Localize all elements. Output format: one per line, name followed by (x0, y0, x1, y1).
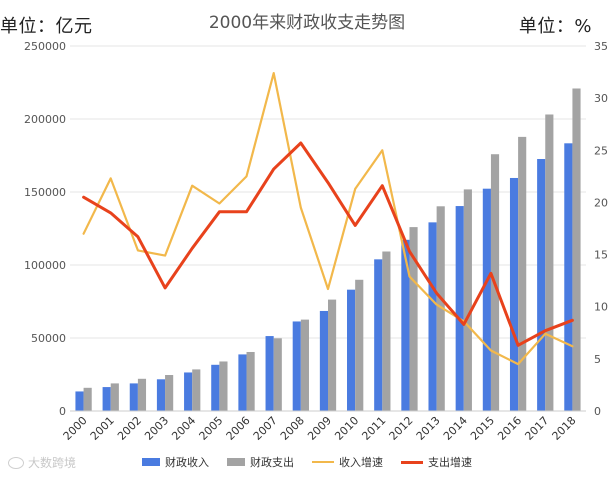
bar-expenditure (246, 351, 255, 411)
bar-expenditure (355, 279, 364, 411)
x-axis-tick-label: 2012 (387, 414, 416, 443)
chart-legend: 财政收入 财政支出 收入增速 支出增速 (0, 454, 614, 470)
bar-revenue (265, 336, 274, 411)
right-axis-tick-label: 25 (594, 144, 608, 157)
legend-swatch-expenditure-growth (401, 460, 423, 464)
bar-revenue (102, 387, 111, 411)
x-axis-tick-label: 2008 (278, 414, 307, 443)
legend-item-revenue: 财政收入 (142, 454, 209, 470)
bar-revenue (211, 364, 220, 411)
legend-label-expenditure: 财政支出 (250, 456, 294, 469)
x-axis-tick-label: 2003 (142, 414, 171, 443)
bar-expenditure (572, 88, 581, 411)
left-axis-tick-label: 0 (59, 405, 66, 418)
bar-revenue (184, 372, 193, 411)
bar-revenue (129, 383, 138, 411)
x-axis-tick-label: 2011 (359, 414, 388, 443)
bar-revenue (455, 206, 464, 411)
x-axis-tick-label: 2002 (115, 414, 144, 443)
left-axis-tick-label: 50000 (31, 332, 66, 345)
watermark-logo-icon (8, 456, 24, 469)
left-axis-tick-label: 250000 (24, 40, 66, 53)
bar-expenditure (463, 189, 472, 411)
bar-revenue (374, 259, 383, 411)
bar-expenditure (545, 114, 554, 411)
bar-expenditure (110, 383, 119, 411)
bar-revenue (347, 289, 356, 411)
bar-expenditure (518, 136, 527, 412)
legend-label-revenue: 财政收入 (165, 456, 209, 469)
bar-expenditure (328, 299, 337, 411)
legend-label-expenditure-growth: 支出增速 (428, 456, 472, 469)
bar-revenue (292, 321, 301, 411)
bar-expenditure (382, 251, 391, 411)
watermark-text: 大数跨境 (28, 456, 77, 470)
left-axis-unit: 单位：亿元 (0, 16, 93, 37)
x-axis-tick-label: 2018 (550, 414, 579, 443)
x-axis-tick-label: 2014 (441, 414, 470, 443)
x-axis-tick-label: 2015 (468, 414, 497, 443)
left-axis-tick-label: 100000 (24, 259, 66, 272)
bar-revenue (319, 310, 328, 411)
right-axis-unit: 单位：% (518, 16, 592, 37)
left-axis-tick-label: 200000 (24, 113, 66, 126)
bar-revenue (509, 177, 519, 411)
legend-swatch-revenue (142, 458, 160, 466)
x-axis-tick-label: 2016 (495, 414, 524, 443)
bar-revenue (537, 159, 546, 411)
legend-swatch-expenditure (227, 458, 245, 466)
x-axis-tick-label: 2004 (169, 414, 198, 443)
bar-expenditure (273, 338, 282, 411)
bar-expenditure (137, 378, 147, 411)
x-axis-tick-label: 2006 (224, 414, 253, 443)
right-axis-tick-label: 15 (594, 249, 608, 262)
legend-item-revenue-growth: 收入增速 (312, 454, 383, 470)
right-axis-tick-label: 35 (594, 40, 608, 53)
right-axis-tick-label: 30 (594, 92, 608, 105)
bar-expenditure (436, 206, 445, 411)
left-axis-tick-label: 150000 (24, 186, 66, 199)
bar-revenue (564, 143, 573, 411)
x-axis-tick-label: 2005 (196, 414, 225, 443)
x-axis-tick-label: 2017 (522, 414, 551, 443)
bar-revenue (156, 379, 166, 411)
x-axis-tick-label: 2013 (414, 414, 443, 443)
bar-expenditure (219, 361, 228, 411)
bar-expenditure (83, 387, 92, 411)
right-axis-tick-label: 5 (594, 353, 601, 366)
bar-expenditure (165, 375, 174, 411)
legend-swatch-revenue-growth (312, 461, 334, 463)
right-axis-tick-label: 20 (594, 196, 608, 209)
x-axis-tick-label: 2009 (305, 414, 334, 443)
bar-revenue (428, 222, 437, 411)
bar-revenue (401, 239, 410, 411)
right-axis-tick-label: 0 (594, 405, 601, 418)
right-axis-tick-label: 10 (594, 301, 608, 314)
bar-expenditure (409, 227, 418, 411)
bar-expenditure (300, 319, 309, 411)
legend-item-expenditure: 财政支出 (227, 454, 294, 470)
bar-revenue (482, 188, 491, 411)
legend-label-revenue-growth: 收入增速 (339, 456, 383, 469)
chart-title: 2000年来财政收支走势图 (208, 13, 406, 33)
watermark: 大数跨境 (8, 454, 76, 471)
x-axis-tick-label: 2007 (251, 414, 280, 443)
bar-revenue (75, 391, 84, 411)
legend-item-expenditure-growth: 支出增速 (401, 454, 472, 470)
x-axis-tick-label: 2010 (332, 414, 361, 443)
bar-expenditure (192, 369, 201, 411)
x-axis-tick-label: 2000 (61, 414, 90, 443)
bar-revenue (238, 354, 247, 411)
x-axis-tick-label: 2001 (88, 414, 117, 443)
